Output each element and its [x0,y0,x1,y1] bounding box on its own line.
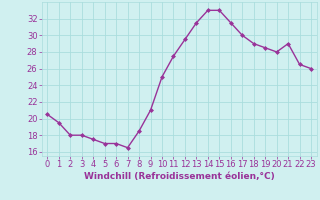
X-axis label: Windchill (Refroidissement éolien,°C): Windchill (Refroidissement éolien,°C) [84,172,275,181]
